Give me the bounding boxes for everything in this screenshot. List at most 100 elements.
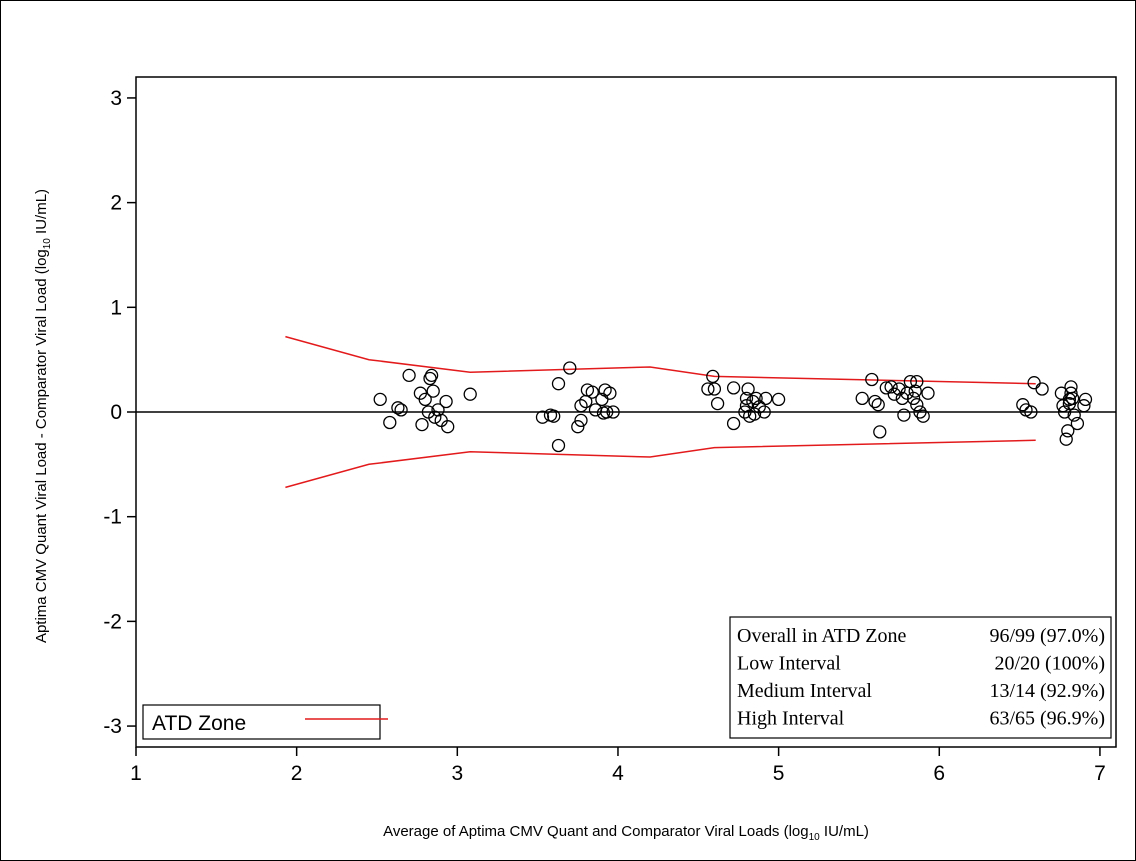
data-point <box>706 369 720 384</box>
data-point <box>463 387 477 401</box>
data-point <box>563 361 577 375</box>
data-point <box>600 405 614 419</box>
data-point <box>373 392 387 407</box>
data-point <box>726 416 741 431</box>
legend: ATD Zone <box>142 704 388 740</box>
stats-value-high: 63/65 (96.9%) <box>989 708 1105 730</box>
y-tick-label: 1 <box>110 296 122 319</box>
data-point <box>892 382 906 396</box>
data-point <box>873 425 887 439</box>
data-point <box>441 420 455 434</box>
data-point <box>428 410 442 424</box>
data-point <box>383 415 397 430</box>
x-tick-label: 2 <box>291 762 303 785</box>
data-point <box>1078 392 1093 407</box>
x-axis-title-end: IU/mL) <box>820 823 869 840</box>
legend-box <box>142 704 381 740</box>
atd-zone-lower-line <box>285 439 1036 489</box>
data-point <box>908 384 922 398</box>
x-tick-label: 3 <box>451 762 463 785</box>
data-point <box>910 398 924 412</box>
data-point <box>752 400 766 414</box>
data-point <box>1065 391 1080 406</box>
y-axis-title: Aptima CMV Quant Viral Load - Comparator… <box>33 189 53 643</box>
data-point <box>585 385 599 399</box>
data-point <box>855 391 869 406</box>
data-point <box>547 409 561 423</box>
x-tick-label: 4 <box>612 762 624 785</box>
stats-box-border <box>729 616 1112 739</box>
data-point <box>574 399 588 413</box>
x-axis-title-main: Average of Aptima CMV Quant and Comparat… <box>383 823 809 840</box>
data-point <box>913 405 927 419</box>
data-point <box>738 405 752 419</box>
data-point <box>603 386 617 400</box>
x-tick-label: 1 <box>130 762 142 785</box>
y-axis-title-sub: 10 <box>42 238 53 250</box>
stats-value-overall: 96/99 (97.0%) <box>989 625 1105 647</box>
data-point <box>771 392 786 407</box>
data-point <box>574 413 588 428</box>
data-point <box>424 368 439 383</box>
data-point <box>1027 376 1041 390</box>
data-point <box>749 391 763 406</box>
x-axis-title: Average of Aptima CMV Quant and Comparat… <box>383 823 869 843</box>
data-point <box>884 380 898 394</box>
data-point <box>916 409 930 423</box>
data-point <box>710 396 725 411</box>
stats-box: Overall in ATD Zone 96/99 (97.0%) Low In… <box>729 616 1112 739</box>
data-point <box>535 410 550 424</box>
data-point <box>1064 386 1078 400</box>
data-point <box>726 381 741 395</box>
data-point <box>868 394 882 409</box>
y-tick-label: -2 <box>103 610 122 633</box>
data-point <box>757 405 771 419</box>
data-point <box>1061 424 1075 438</box>
y-tick-label: -3 <box>103 715 122 738</box>
stats-label-high: High Interval <box>737 708 845 730</box>
y-axis-title-end: IU/mL) <box>33 189 50 238</box>
data-point <box>606 405 620 419</box>
data-point <box>588 403 603 417</box>
data-point <box>1070 416 1085 431</box>
stats-label-overall: Overall in ATD Zone <box>737 625 907 647</box>
data-point <box>1067 408 1081 422</box>
data-point <box>1077 399 1091 413</box>
stats-label-medium: Medium Interval <box>737 680 872 702</box>
data-point <box>865 372 879 387</box>
data-point <box>906 391 921 406</box>
stats-value-medium: 13/14 (92.9%) <box>989 680 1105 702</box>
x-axis-title-sub: 10 <box>809 832 821 843</box>
y-tick-label: 0 <box>110 401 122 424</box>
data-point <box>747 407 762 421</box>
data-point <box>1059 432 1073 446</box>
data-point <box>415 417 429 432</box>
data-point <box>921 386 935 400</box>
legend-label: ATD Zone <box>152 712 246 735</box>
data-point <box>707 382 722 396</box>
y-axis-title-main: Aptima CMV Quant Viral Load - Comparator… <box>33 249 50 643</box>
data-point <box>551 438 566 453</box>
y-tick-label: 2 <box>110 192 122 215</box>
x-tick-label: 7 <box>1094 762 1106 785</box>
data-point <box>551 377 566 391</box>
data-point <box>897 408 911 422</box>
stats-label-low: Low Interval <box>737 653 841 675</box>
data-point <box>1035 382 1049 396</box>
data-point <box>391 401 405 415</box>
x-tick-label: 5 <box>773 762 785 785</box>
y-tick-label: 3 <box>110 87 122 110</box>
data-point <box>910 374 924 389</box>
data-point <box>394 403 408 417</box>
data-point <box>887 387 901 401</box>
y-tick-label: -1 <box>103 506 122 529</box>
data-point <box>571 420 585 434</box>
x-tick-label: 6 <box>933 762 945 785</box>
data-point <box>895 391 909 406</box>
atd-zone-upper-line <box>285 335 1036 385</box>
data-point <box>739 391 754 406</box>
data-point <box>871 398 885 412</box>
data-point <box>759 391 773 406</box>
data-point <box>701 382 715 396</box>
